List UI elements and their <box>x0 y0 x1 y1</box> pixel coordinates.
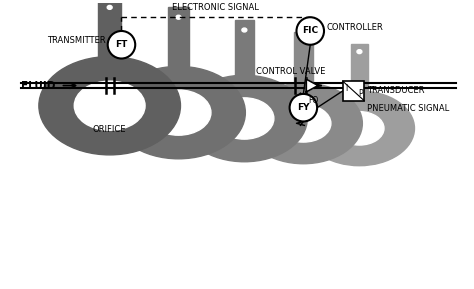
Text: P: P <box>358 89 363 99</box>
Circle shape <box>108 31 135 58</box>
Bar <box>351 44 368 91</box>
Ellipse shape <box>276 105 331 142</box>
Ellipse shape <box>146 90 211 135</box>
Ellipse shape <box>245 83 362 164</box>
Bar <box>235 20 254 75</box>
Polygon shape <box>291 93 310 109</box>
Ellipse shape <box>112 66 246 159</box>
Bar <box>168 8 189 66</box>
Circle shape <box>290 94 317 121</box>
Ellipse shape <box>74 81 145 130</box>
Bar <box>343 81 365 101</box>
Ellipse shape <box>335 112 384 145</box>
Ellipse shape <box>304 91 414 166</box>
Circle shape <box>296 17 324 45</box>
Ellipse shape <box>176 15 181 19</box>
Text: TRANSMITTER: TRANSMITTER <box>47 36 106 45</box>
Ellipse shape <box>301 38 306 42</box>
Text: FO: FO <box>308 96 319 105</box>
Text: FLUID: FLUID <box>21 81 55 90</box>
Bar <box>98 0 121 57</box>
Ellipse shape <box>182 75 307 162</box>
Ellipse shape <box>107 5 112 9</box>
Text: FY: FY <box>297 103 310 112</box>
Ellipse shape <box>215 98 274 139</box>
Ellipse shape <box>39 57 181 155</box>
Text: CONTROL VALVE: CONTROL VALVE <box>256 67 325 76</box>
Text: CONTROLLER: CONTROLLER <box>327 23 384 32</box>
Text: FT: FT <box>115 40 128 49</box>
Text: TRANSDUCER: TRANSDUCER <box>367 86 425 95</box>
Text: FIC: FIC <box>302 27 319 36</box>
Text: PNEUMATIC SIGNAL: PNEUMATIC SIGNAL <box>367 104 449 113</box>
Polygon shape <box>306 79 318 92</box>
Text: ORIFICE: ORIFICE <box>93 125 127 134</box>
Bar <box>294 32 313 83</box>
Text: ELECTRONIC SIGNAL: ELECTRONIC SIGNAL <box>173 3 259 12</box>
Text: I: I <box>346 84 348 92</box>
Ellipse shape <box>357 50 362 53</box>
Ellipse shape <box>242 28 247 32</box>
